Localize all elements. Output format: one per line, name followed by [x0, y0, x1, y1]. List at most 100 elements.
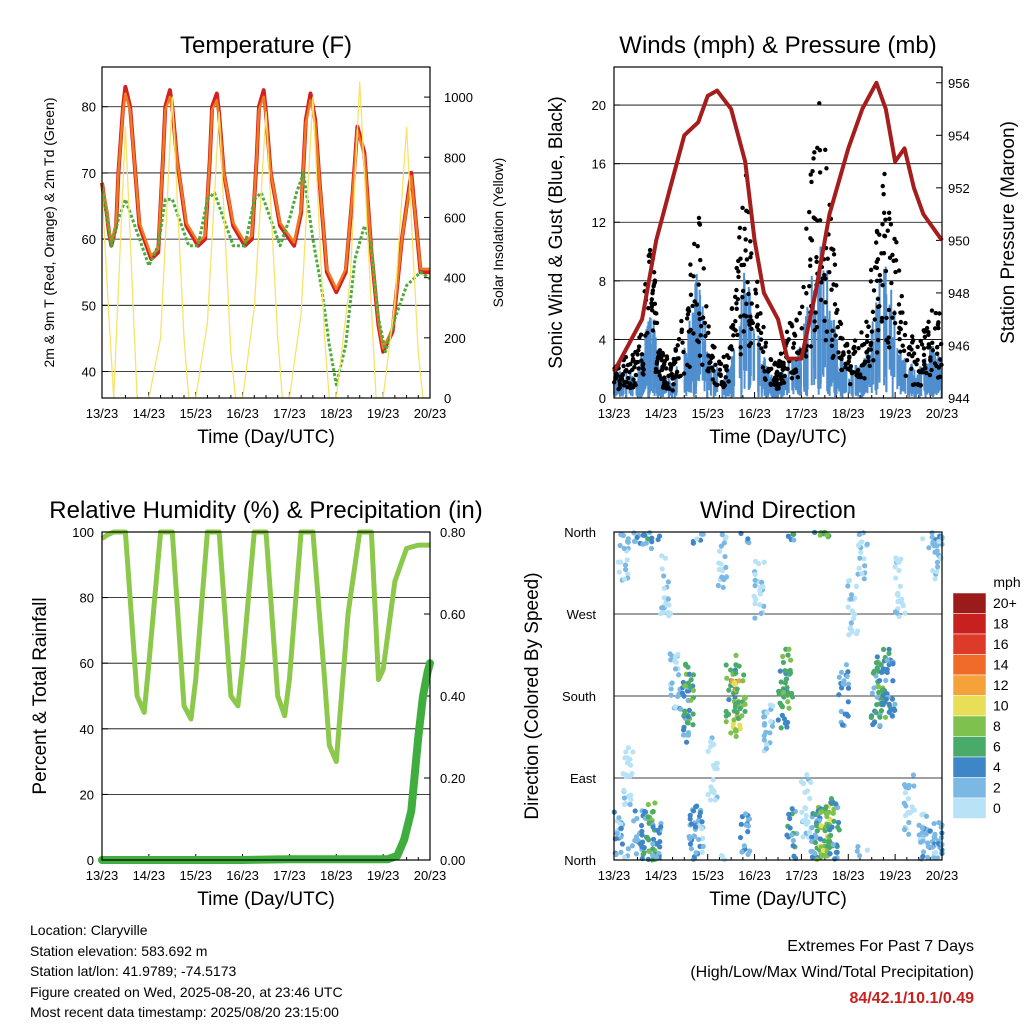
- direction-point: [681, 693, 687, 699]
- legend-label: 10: [993, 698, 1009, 714]
- x-axis-label-1: Time (Day/UTC): [709, 427, 847, 448]
- gust-point: [709, 365, 715, 370]
- direction-point: [685, 730, 692, 736]
- direction-point: [820, 847, 826, 854]
- direction-point: [620, 532, 627, 539]
- direction-point: [814, 856, 820, 862]
- direction-point: [620, 771, 626, 777]
- direction-point: [817, 836, 823, 842]
- gust-point: [618, 382, 623, 387]
- x-tick-label-3: 19/23: [879, 868, 912, 883]
- gust-point: [929, 308, 935, 313]
- direction-point: [841, 678, 847, 684]
- direction-point: [868, 714, 874, 721]
- direction-point: [665, 609, 671, 616]
- gust-point: [886, 307, 892, 313]
- gust-point: [918, 338, 923, 344]
- gust-point: [833, 333, 838, 338]
- direction-point: [875, 684, 882, 690]
- direction-point: [799, 809, 805, 815]
- direction-point: [776, 688, 782, 694]
- direction-point: [712, 765, 718, 772]
- legend-swatch: [952, 654, 987, 676]
- gust-point: [874, 259, 879, 265]
- gust-point: [736, 258, 741, 264]
- gust-point: [763, 344, 768, 349]
- direction-point: [919, 825, 926, 831]
- direction-point: [853, 583, 859, 589]
- gust-point: [737, 225, 743, 231]
- gust-point: [877, 304, 882, 309]
- gust-point: [729, 306, 735, 311]
- direction-point: [683, 661, 689, 667]
- x-tick-label-1: 20/23: [926, 406, 959, 421]
- legend-swatch: [952, 756, 987, 778]
- gust-point: [640, 365, 645, 371]
- direction-point: [892, 701, 898, 707]
- gust-point: [692, 299, 697, 304]
- direction-point: [894, 610, 900, 616]
- gust-point: [652, 279, 658, 285]
- direction-point: [874, 665, 880, 671]
- gust-point: [732, 294, 738, 300]
- gust-point: [743, 248, 748, 253]
- y-right-tick-label-2: 0.20: [440, 771, 465, 786]
- gust-point: [899, 294, 904, 299]
- direction-point: [845, 699, 851, 705]
- y-tick-label-0: 60: [82, 232, 96, 247]
- direction-point: [631, 818, 637, 824]
- direction-point: [848, 592, 855, 598]
- direction-point: [906, 819, 912, 826]
- gust-point: [755, 279, 760, 285]
- gust-point: [808, 263, 813, 269]
- gust-point: [912, 359, 917, 364]
- direction-point: [760, 584, 766, 590]
- gust-point: [736, 274, 741, 280]
- direction-point: [925, 844, 931, 850]
- y-right-tick-label-1: 946: [948, 338, 970, 353]
- legend-swatch: [952, 695, 987, 717]
- direction-point: [726, 696, 732, 703]
- direction-point: [716, 566, 722, 573]
- gust-point: [881, 210, 887, 216]
- direction-point: [783, 668, 789, 674]
- gust-point: [856, 374, 861, 380]
- y-tick-label-3: West: [567, 607, 597, 622]
- direction-point: [769, 723, 776, 729]
- direction-point: [707, 797, 714, 803]
- gust-point: [657, 348, 663, 353]
- direction-point: [639, 839, 646, 845]
- direction-point: [645, 536, 651, 542]
- direction-point: [905, 785, 912, 791]
- direction-point: [648, 545, 655, 552]
- gust-point: [803, 354, 809, 359]
- gust-point: [883, 268, 889, 274]
- gust-point: [817, 170, 823, 175]
- gust-point: [710, 343, 715, 349]
- x-tick-label-0: 18/23: [320, 406, 353, 421]
- gust-point: [667, 361, 673, 367]
- direction-point: [621, 795, 628, 801]
- direction-point: [621, 801, 628, 807]
- gust-point: [740, 288, 746, 294]
- y-tick-label-1: 4: [599, 332, 606, 347]
- gust-point: [733, 319, 738, 324]
- gust-point: [791, 341, 797, 346]
- direction-point: [923, 813, 930, 819]
- gust-point: [702, 320, 708, 326]
- gust-point: [737, 235, 742, 240]
- gust-point: [877, 272, 883, 278]
- gust-point: [804, 226, 809, 231]
- y-right-tick-label-0: 800: [444, 150, 466, 165]
- direction-point: [846, 577, 853, 584]
- direction-point: [806, 829, 813, 835]
- gust-point: [685, 362, 690, 368]
- direction-point: [732, 681, 738, 688]
- gust-point: [832, 302, 838, 307]
- gust-point: [696, 339, 701, 345]
- gust-point: [866, 358, 871, 364]
- y-tick-label-0: 80: [82, 100, 96, 115]
- gust-point: [738, 352, 743, 357]
- gust-point: [910, 334, 915, 339]
- gust-point: [734, 306, 739, 312]
